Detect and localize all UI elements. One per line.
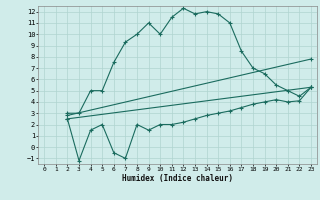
- X-axis label: Humidex (Indice chaleur): Humidex (Indice chaleur): [122, 174, 233, 183]
